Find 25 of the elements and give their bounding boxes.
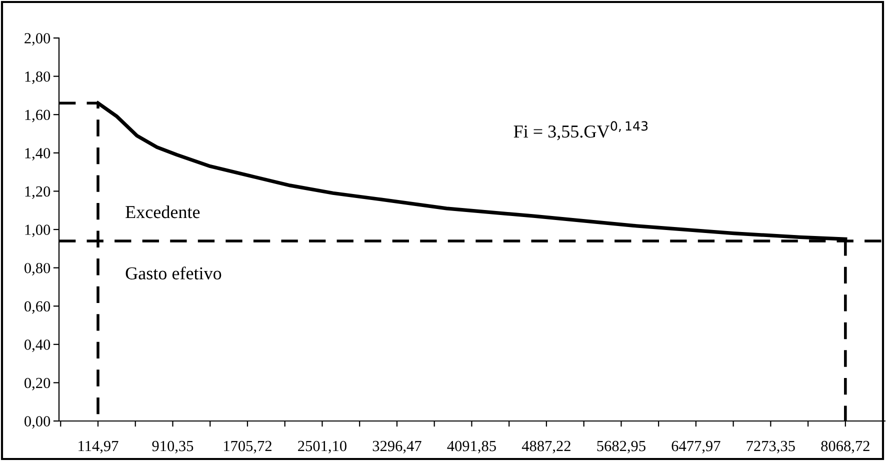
x-tick-label: 7273,35 [746, 440, 795, 454]
x-tick-label: 4091,85 [447, 440, 496, 454]
annotation: Excedente [126, 205, 200, 218]
x-tick-label: 3296,47 [372, 440, 422, 454]
y-tick-label: 1,80 [25, 71, 50, 84]
y-tick-label: 0,60 [24, 301, 50, 314]
x-tick-label: 910,35 [152, 440, 194, 454]
annotation: Fi = 3,55.GV$^{0,143}$ [514, 121, 648, 140]
x-tick-label: 4887,22 [522, 440, 570, 454]
x-tick-label: 1705,72 [224, 440, 272, 454]
annotation: Gasto efetivo [126, 266, 222, 280]
x-tick-label: 114,97 [78, 440, 118, 454]
y-tick-label: 0,80 [24, 262, 50, 276]
y-tick-label: 0,40 [24, 340, 50, 352]
y-tick-label: 0,20 [24, 378, 50, 390]
x-tick-label: 2501,10 [298, 440, 346, 454]
y-tick-label: 0,00 [24, 416, 50, 429]
x-tick-label: 5682,95 [597, 440, 646, 454]
x-tick-label: 6477,97 [672, 440, 720, 454]
y-tick-label: 1,40 [25, 148, 50, 161]
y-tick-label: 1,60 [25, 110, 50, 122]
y-tick-label: 1,20 [25, 186, 50, 199]
y-tick-label: 1,00 [25, 224, 50, 238]
x-tick-label: 8068,72 [821, 440, 870, 454]
y-tick-label: 2,00 [24, 33, 50, 46]
